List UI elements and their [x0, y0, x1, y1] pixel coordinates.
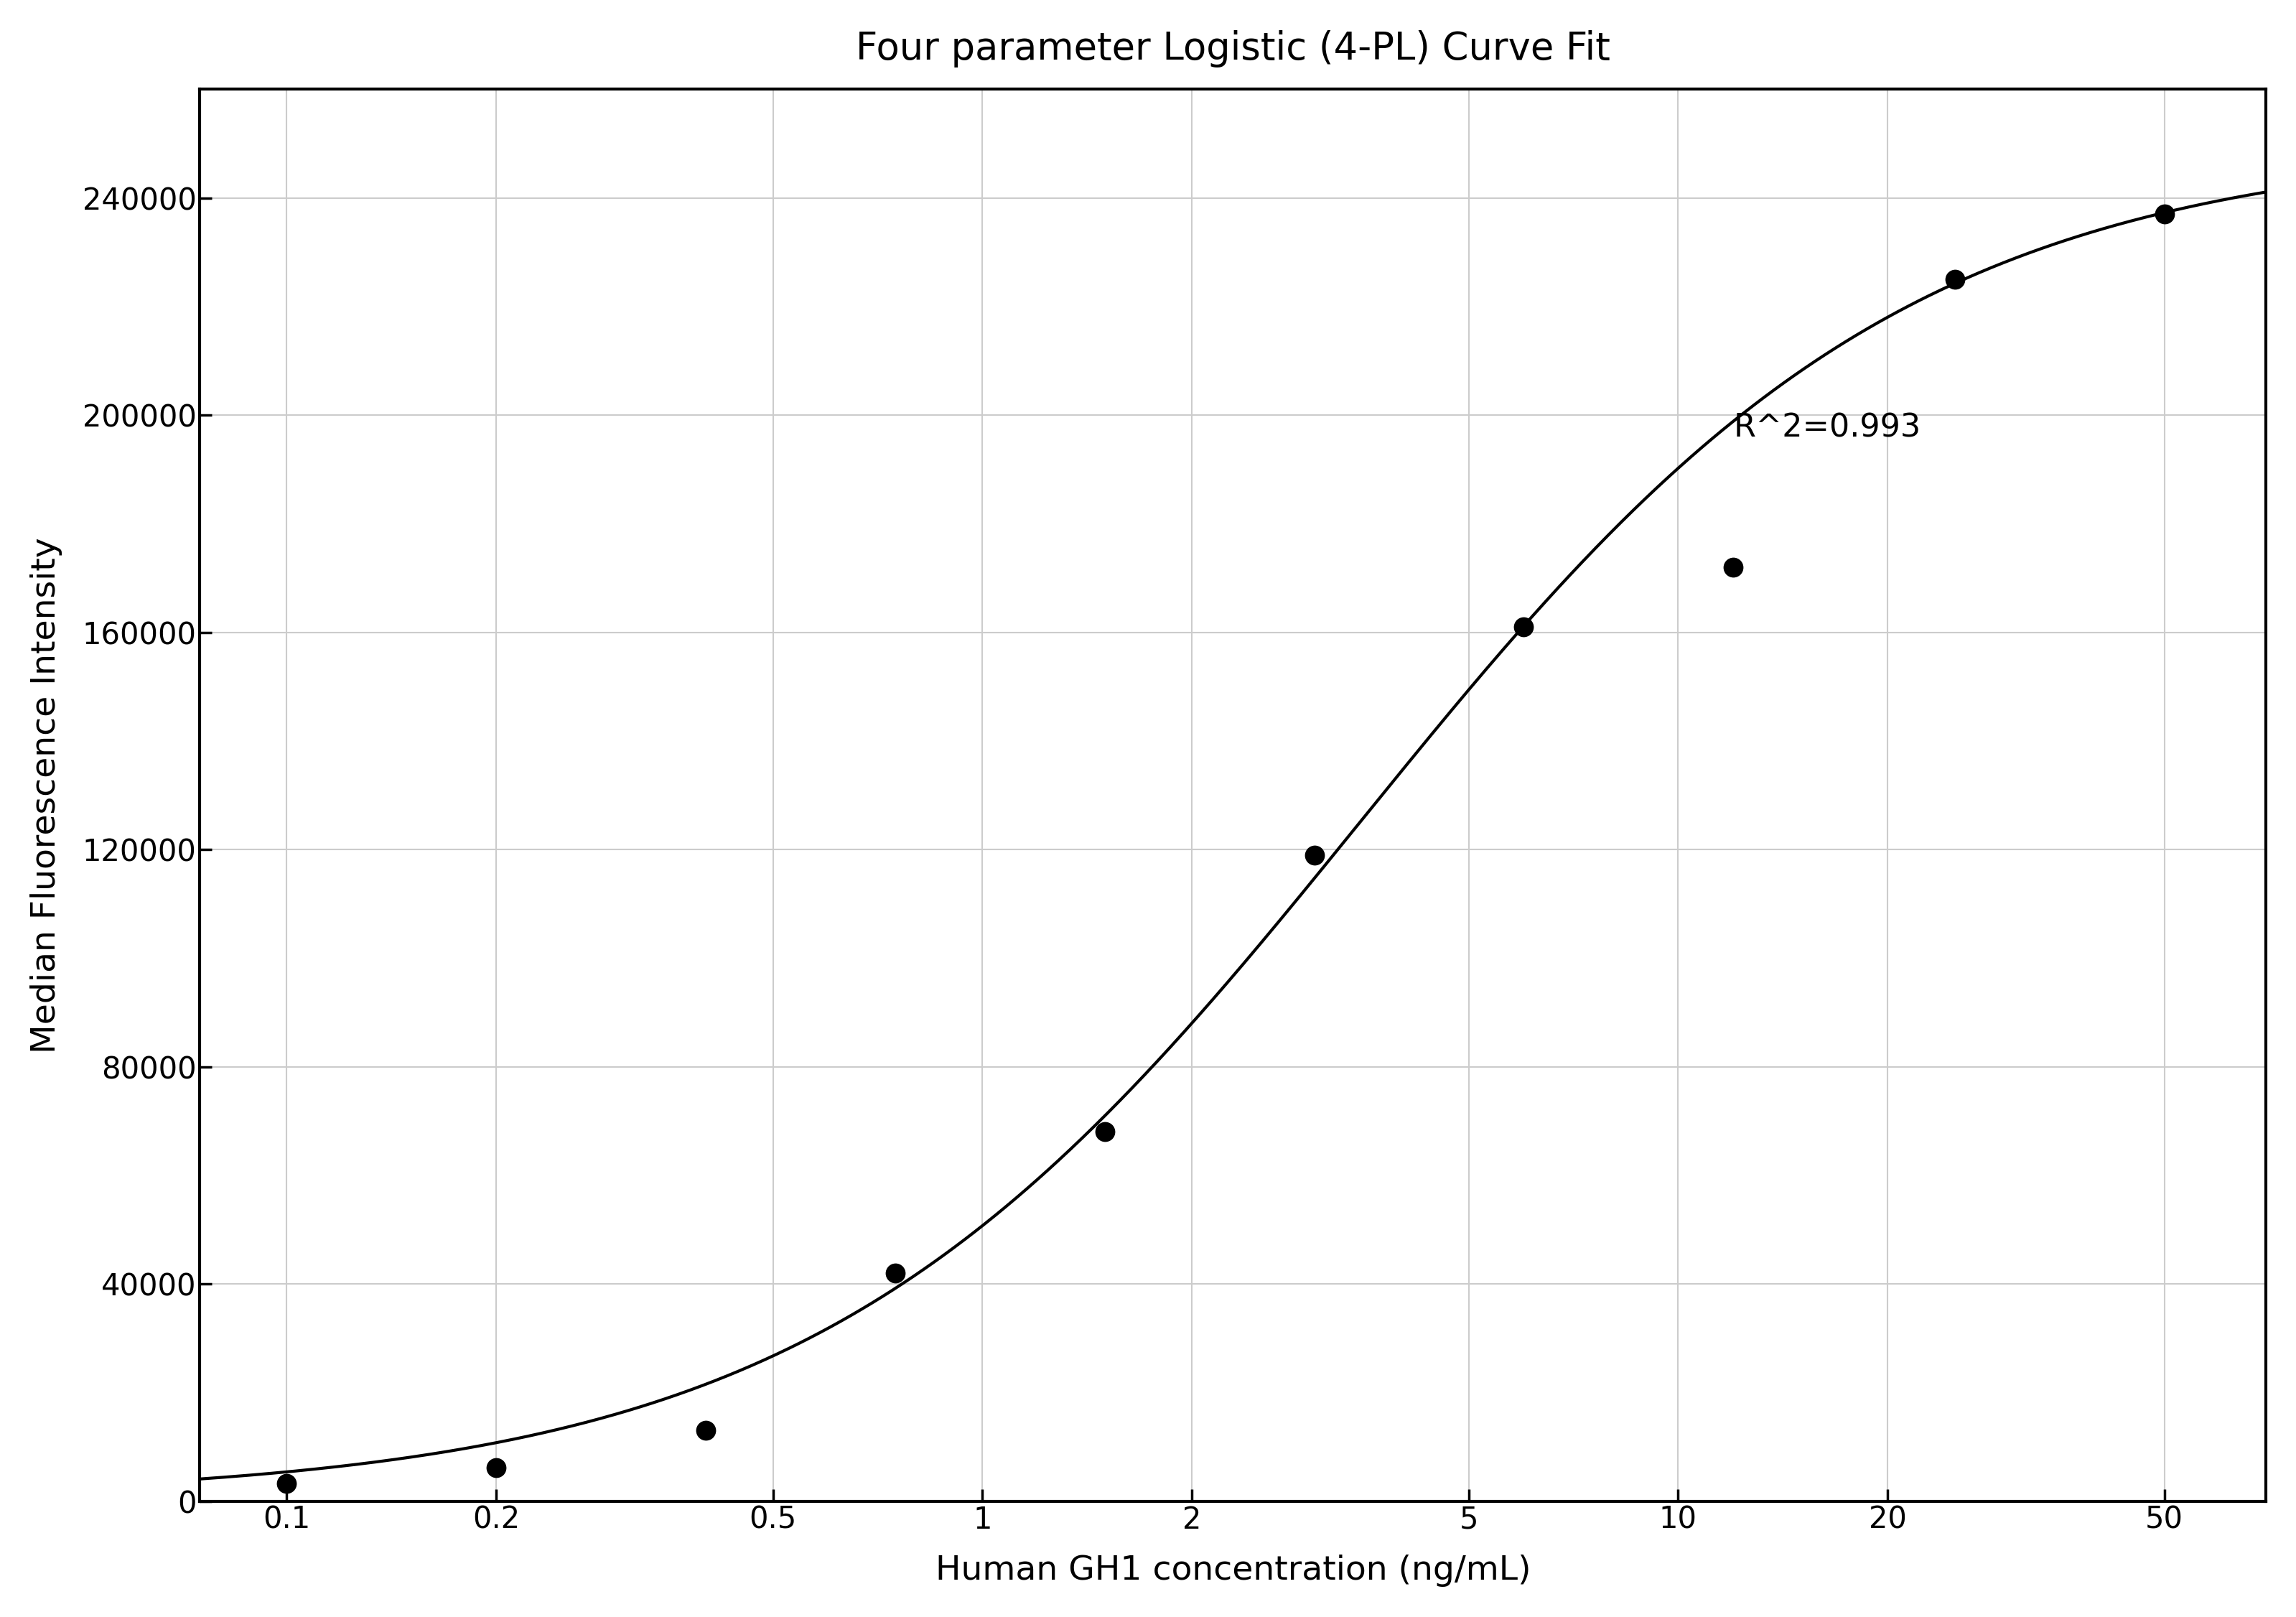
Point	[687, 1418, 723, 1444]
Point	[1506, 614, 1543, 640]
Point	[1295, 842, 1332, 868]
Point	[269, 1471, 305, 1497]
Point	[877, 1260, 914, 1286]
Title: Four parameter Logistic (4-PL) Curve Fit: Four parameter Logistic (4-PL) Curve Fit	[856, 31, 1609, 68]
Y-axis label: Median Fluorescence Intensity: Median Fluorescence Intensity	[30, 537, 62, 1053]
Point	[2147, 201, 2183, 226]
Point	[1936, 267, 1972, 293]
X-axis label: Human GH1 concentration (ng/mL): Human GH1 concentration (ng/mL)	[934, 1556, 1531, 1586]
Text: R^2=0.993: R^2=0.993	[1733, 412, 1922, 443]
Point	[1086, 1119, 1123, 1145]
Point	[1715, 555, 1752, 581]
Point	[478, 1455, 514, 1481]
